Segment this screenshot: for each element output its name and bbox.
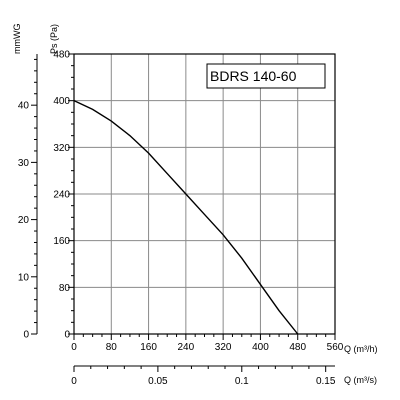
y-pa-tick-label-3: 240 [53,190,70,201]
y-mmwg-tick-label-4: 40 [18,101,30,112]
y-pa-tick-label-4: 320 [53,143,70,154]
y-mmwg-tick-label-1: 10 [18,272,30,283]
x-m3s-tick-label-2: 0.1 [235,376,249,387]
plot-frame [73,53,336,335]
x-m3h-tick-label-3: 240 [178,342,195,353]
y-pa-tick-label-2: 160 [53,236,70,247]
y-pa-tick-label-0: 0 [64,330,70,341]
x-m3h-tick-label-1: 80 [106,342,118,353]
x-m3h-tick-label-0: 0 [71,342,77,353]
x-axis-label-m3h: Q (m³/h) [344,344,378,354]
y-pa-tick-label-5: 400 [53,96,70,107]
x-m3h-tick-label-2: 160 [140,342,157,353]
x-axis-label-m3s: Q (m³/s) [344,375,377,385]
chart-title: BDRS 140-60 [210,68,297,84]
y-pa-tick-label-6: 480 [53,50,70,61]
y-mmwg-tick-label-3: 30 [18,158,30,169]
y-axis-label-pa: Ps (Pa) [49,24,59,54]
performance-curve [73,100,299,335]
title-box [206,63,326,89]
x-m3h-tick-label-4: 320 [215,342,232,353]
x-m3s-tick-label-1: 0.05 [148,376,168,387]
y-axis-label-mmwg: mmWG [12,24,22,55]
y-pa-tick-label-1: 80 [59,283,71,294]
x-m3h-tick-label-7: 560 [327,342,344,353]
y-mmwg-tick-label-2: 20 [18,215,30,226]
x-m3h-tick-label-6: 480 [289,342,306,353]
axes [36,53,336,367]
y-mmwg-tick-label-0: 0 [23,330,29,341]
x-m3s-tick-label-0: 0 [71,376,77,387]
grid [74,53,336,334]
x-m3s-tick-label-3: 0.15 [316,376,336,387]
x-m3h-tick-label-5: 400 [252,342,269,353]
